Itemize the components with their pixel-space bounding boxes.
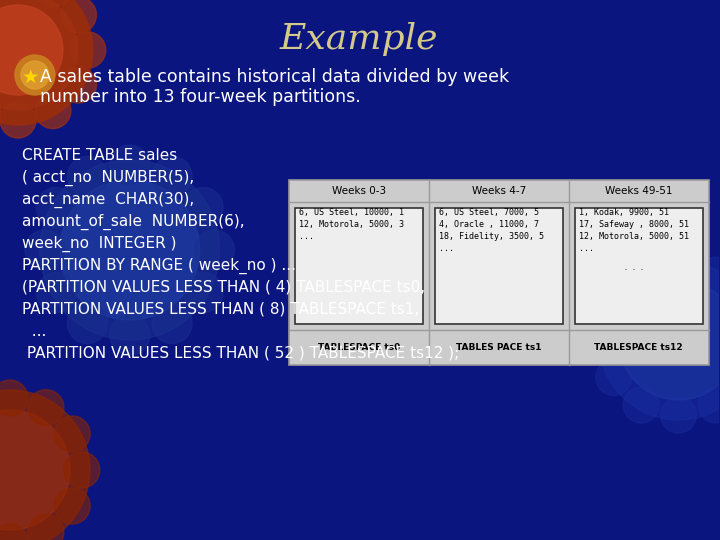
Circle shape [21, 61, 49, 89]
Circle shape [0, 0, 93, 125]
Circle shape [152, 303, 192, 343]
Text: TABLESPACE ts12: TABLESPACE ts12 [594, 343, 683, 352]
Circle shape [0, 0, 1, 8]
Circle shape [54, 488, 90, 524]
Circle shape [0, 380, 28, 416]
Circle shape [64, 452, 100, 488]
Text: 1, Kodak, 9900, 51: 1, Kodak, 9900, 51 [579, 208, 669, 217]
Circle shape [36, 273, 76, 313]
Text: PARTITION BY RANGE ( week_no ) ...: PARTITION BY RANGE ( week_no ) ... [22, 258, 296, 274]
Text: 18, Fidelity, 3500, 5: 18, Fidelity, 3500, 5 [439, 232, 544, 241]
Text: . . .: . . . [624, 260, 644, 273]
FancyBboxPatch shape [289, 180, 708, 365]
Circle shape [60, 0, 96, 33]
Circle shape [68, 303, 107, 343]
Circle shape [183, 187, 223, 227]
Text: ...: ... [300, 232, 315, 241]
Text: week_no  INTEGER ): week_no INTEGER ) [22, 236, 176, 252]
Text: ...: ... [579, 244, 594, 253]
Circle shape [54, 416, 90, 452]
Text: 12, Motorola, 5000, 51: 12, Motorola, 5000, 51 [579, 232, 689, 241]
Circle shape [109, 145, 150, 185]
Text: PARTITION VALUES LESS THAN ( 8) TABLESPACE ts1,: PARTITION VALUES LESS THAN ( 8) TABLESPA… [22, 302, 419, 317]
Circle shape [624, 257, 659, 293]
Circle shape [0, 390, 90, 540]
Circle shape [60, 67, 96, 103]
Text: 12, Motorola, 5000, 3: 12, Motorola, 5000, 3 [300, 220, 405, 229]
Text: PARTITION VALUES LESS THAN ( 52 ) TABLESPACE ts12 );: PARTITION VALUES LESS THAN ( 52 ) TABLES… [22, 346, 459, 361]
Circle shape [152, 157, 192, 197]
Circle shape [599, 260, 720, 420]
Circle shape [0, 102, 36, 138]
Circle shape [109, 315, 150, 355]
Text: 17, Safeway , 8000, 51: 17, Safeway , 8000, 51 [579, 220, 689, 229]
Circle shape [698, 257, 720, 293]
Circle shape [28, 515, 64, 540]
Circle shape [661, 397, 696, 433]
Text: TABLESPACE ts0: TABLESPACE ts0 [318, 343, 400, 352]
FancyBboxPatch shape [575, 208, 703, 324]
Text: Weeks 49-51: Weeks 49-51 [605, 186, 672, 196]
Circle shape [194, 230, 235, 270]
Text: TABLES PACE ts1: TABLES PACE ts1 [456, 343, 541, 352]
Circle shape [40, 160, 220, 340]
Circle shape [25, 230, 65, 270]
Circle shape [36, 187, 76, 227]
Circle shape [35, 0, 71, 8]
Text: (PARTITION VALUES LESS THAN ( 4) TABLESPACE ts0,: (PARTITION VALUES LESS THAN ( 4) TABLESP… [22, 280, 425, 295]
Circle shape [0, 5, 63, 95]
Text: Example: Example [280, 22, 438, 56]
Circle shape [596, 360, 631, 395]
Text: CREATE TABLE sales: CREATE TABLE sales [22, 148, 177, 163]
Circle shape [0, 524, 28, 540]
Text: 4, Oracle , 11000, 7: 4, Oracle , 11000, 7 [439, 220, 539, 229]
Circle shape [35, 93, 71, 129]
Text: 6, US Steel, 7000, 5: 6, US Steel, 7000, 5 [439, 208, 539, 217]
Text: A sales table contains historical data divided by week: A sales table contains historical data d… [40, 68, 509, 86]
Text: acct_name  CHAR(30),: acct_name CHAR(30), [22, 192, 194, 208]
Text: number into 13 four-week partitions.: number into 13 four-week partitions. [40, 88, 361, 106]
Text: Weeks 4-7: Weeks 4-7 [472, 186, 526, 196]
Text: ( acct_no  NUMBER(5),: ( acct_no NUMBER(5), [22, 170, 194, 186]
Circle shape [596, 285, 631, 321]
FancyBboxPatch shape [295, 208, 423, 324]
Text: 6, US Steel, 10000, 1: 6, US Steel, 10000, 1 [300, 208, 405, 217]
Circle shape [28, 390, 64, 426]
Text: ...: ... [22, 324, 46, 339]
Circle shape [0, 93, 1, 129]
Text: Weeks 0-3: Weeks 0-3 [332, 186, 387, 196]
Circle shape [624, 387, 659, 423]
Circle shape [68, 157, 107, 197]
Circle shape [586, 322, 621, 358]
Circle shape [698, 387, 720, 423]
Text: amount_of_sale  NUMBER(6),: amount_of_sale NUMBER(6), [22, 214, 245, 230]
Circle shape [60, 180, 199, 320]
Circle shape [0, 410, 70, 530]
Text: ...: ... [439, 244, 454, 253]
Circle shape [15, 55, 55, 95]
Text: ★: ★ [22, 68, 40, 87]
Circle shape [661, 247, 696, 283]
Circle shape [70, 32, 106, 68]
Circle shape [618, 280, 720, 400]
Circle shape [183, 273, 223, 313]
Circle shape [0, 0, 78, 110]
FancyBboxPatch shape [435, 208, 563, 324]
